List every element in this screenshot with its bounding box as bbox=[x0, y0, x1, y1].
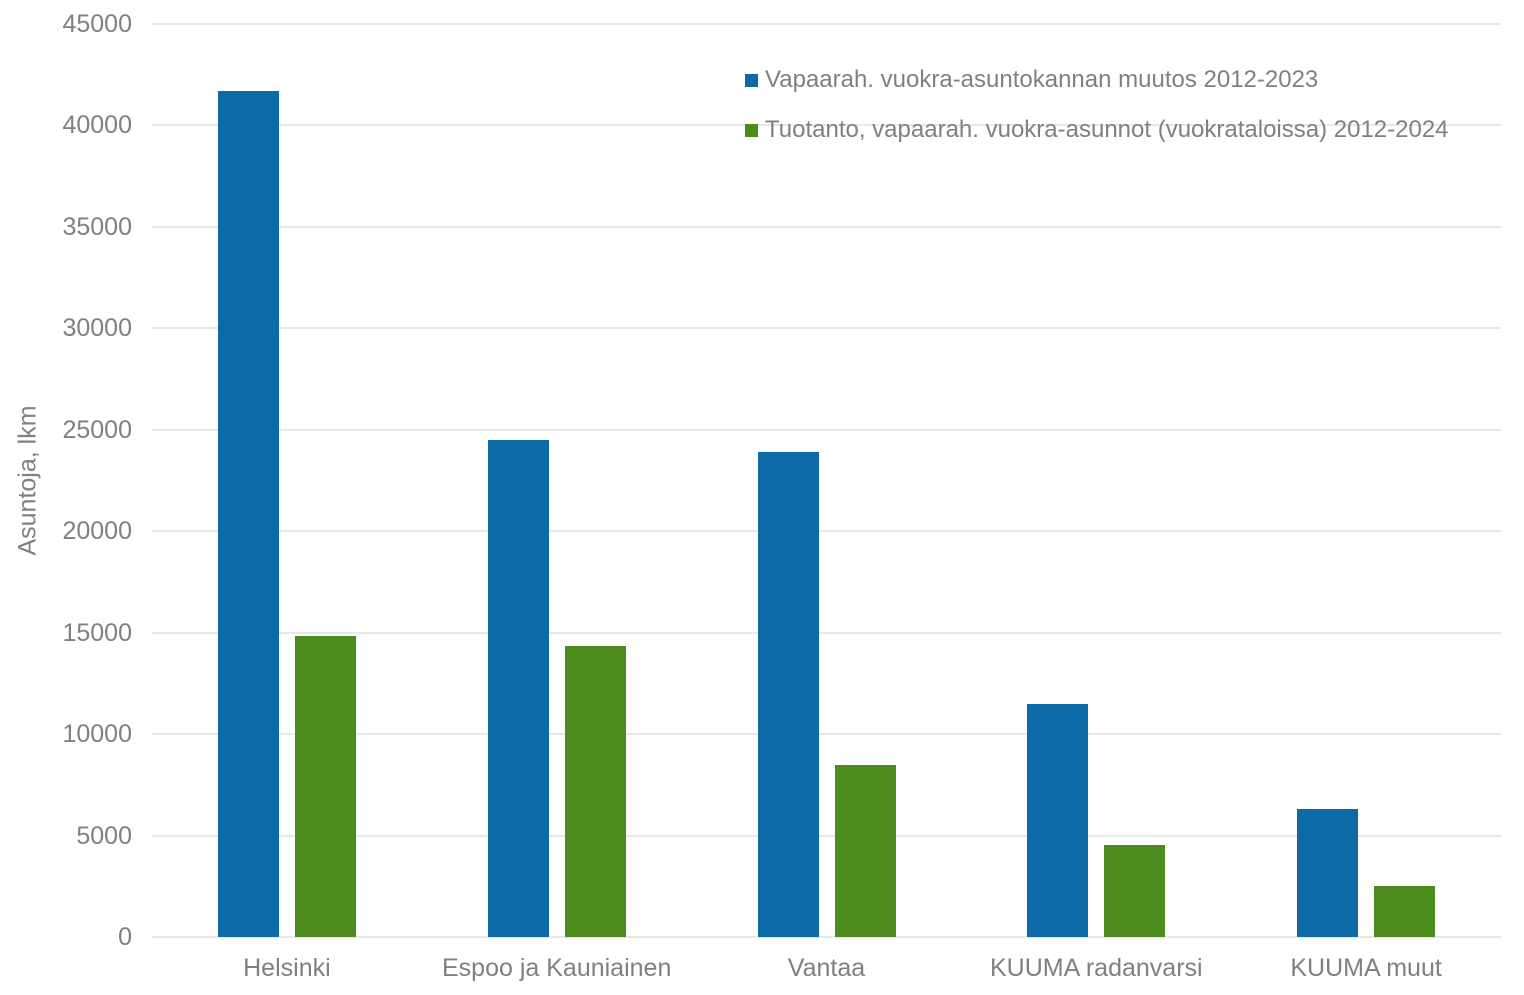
bar-series-1-kuuma-muut bbox=[1297, 809, 1359, 937]
y-tick-label-35000: 35000 bbox=[62, 212, 132, 241]
bar-series-2-kuuma-muut bbox=[1374, 886, 1436, 937]
y-tick-label-45000: 45000 bbox=[62, 10, 132, 38]
legend-label-series-2: Tuotanto, vapaarah. vuokra-asunnot (vuok… bbox=[765, 116, 1449, 143]
x-category-label: KUUMA muut bbox=[1290, 954, 1442, 982]
x-category-label: Helsinki bbox=[243, 954, 331, 982]
y-tick-label-30000: 30000 bbox=[62, 314, 132, 343]
gridline-y-15000 bbox=[152, 631, 1501, 634]
x-category-label: Espoo ja Kauniainen bbox=[442, 954, 672, 982]
legend-swatch-green-icon bbox=[745, 123, 758, 137]
gridline-y-0 bbox=[152, 936, 1501, 938]
y-tick-label-25000: 25000 bbox=[62, 415, 132, 444]
bar-series-2-espoo-ja-kauniainen bbox=[564, 645, 626, 937]
y-tick-label-40000: 40000 bbox=[62, 111, 132, 140]
y-tick-label-10000: 10000 bbox=[62, 720, 132, 749]
legend: Vapaarah. vuokra-asuntokannan muutos 201… bbox=[745, 64, 1449, 146]
gridline-y-35000 bbox=[152, 225, 1501, 228]
gridline-y-10000 bbox=[152, 733, 1501, 736]
gridline-y-20000 bbox=[152, 530, 1501, 533]
legend-label-series-1: Vapaarah. vuokra-asuntokannan muutos 201… bbox=[765, 66, 1319, 93]
bar-series-1-helsinki bbox=[217, 90, 279, 937]
x-category-label: Vantaa bbox=[787, 954, 866, 982]
gridline-y-25000 bbox=[152, 428, 1501, 431]
legend-swatch-blue-icon bbox=[745, 73, 758, 87]
gridline-y-40000 bbox=[152, 124, 1501, 127]
y-tick-label-5000: 5000 bbox=[76, 821, 132, 850]
gridline-y-45000 bbox=[152, 23, 1501, 25]
y-tick-label-20000: 20000 bbox=[62, 517, 132, 546]
legend-item-series-1: Vapaarah. vuokra-asuntokannan muutos 201… bbox=[745, 64, 1449, 96]
gridline-y-30000 bbox=[152, 327, 1501, 330]
bar-series-1-espoo-ja-kauniainen bbox=[487, 439, 549, 937]
legend-item-series-2: Tuotanto, vapaarah. vuokra-asunnot (vuok… bbox=[745, 114, 1449, 146]
bar-series-1-vantaa bbox=[757, 452, 819, 937]
y-tick-label-0: 0 bbox=[118, 923, 132, 951]
x-category-label: KUUMA radanvarsi bbox=[990, 954, 1203, 982]
bar-series-1-kuuma-radanvarsi bbox=[1027, 703, 1089, 937]
gridline-y-5000 bbox=[152, 834, 1501, 837]
bar-series-2-vantaa bbox=[834, 764, 896, 937]
y-tick-label-15000: 15000 bbox=[62, 618, 132, 647]
bar-series-2-helsinki bbox=[294, 635, 356, 937]
bar-series-2-kuuma-radanvarsi bbox=[1104, 844, 1166, 937]
